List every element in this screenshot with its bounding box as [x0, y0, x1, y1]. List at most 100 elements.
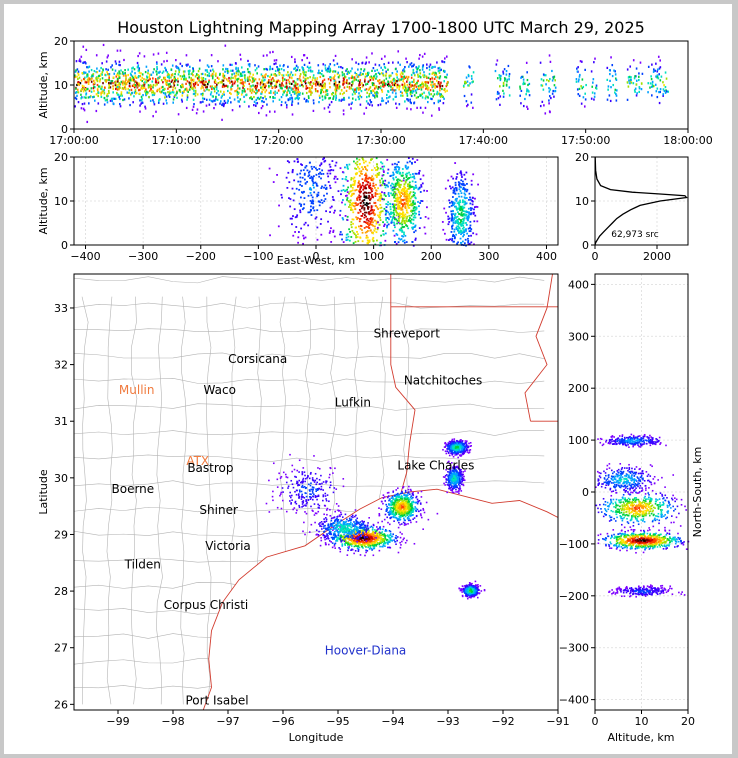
east-west-point [455, 200, 458, 202]
plan-view-point [355, 540, 357, 543]
east-west-point [379, 211, 382, 214]
time-height-point [375, 86, 377, 89]
time-height-point [445, 76, 448, 79]
time-height-point [350, 76, 353, 80]
time-height-point [409, 89, 412, 92]
time-height-point [590, 70, 593, 73]
time-height-point [615, 89, 618, 92]
time-height-point [189, 82, 192, 85]
east-west-point [402, 215, 404, 217]
time-height-point [119, 64, 121, 67]
east-west-point [397, 161, 400, 164]
east-west-point [401, 203, 403, 205]
time-height-point [149, 84, 152, 87]
east-west-point [414, 224, 417, 227]
time-height-point [77, 101, 80, 104]
time-height-point [204, 86, 207, 89]
time-height-point [241, 91, 244, 94]
east-west-point [370, 219, 373, 222]
time-height-point [114, 87, 117, 91]
time-height-point [578, 87, 581, 91]
time-height-point [217, 89, 219, 93]
plan-view-point [368, 530, 370, 532]
time-height-point [144, 105, 146, 108]
time-height-point [214, 103, 217, 106]
east-west-point [362, 204, 365, 207]
plan-view-point [365, 537, 367, 539]
time-height-point [382, 85, 385, 88]
time-height-point [134, 76, 136, 79]
time-height-point [324, 67, 327, 70]
east-west-point [339, 167, 342, 170]
east-west-point [469, 224, 472, 227]
plan-view-point [371, 536, 373, 539]
time-height-point [336, 62, 339, 65]
east-west-point [396, 163, 398, 166]
east-west-point [379, 207, 382, 210]
time-height-point [387, 84, 390, 88]
time-height-point [101, 77, 104, 80]
east-west-point [410, 214, 413, 217]
east-west-point [461, 183, 463, 186]
time-height-point [144, 70, 147, 74]
east-west-point [357, 181, 360, 184]
east-west-point [312, 202, 315, 205]
time-height-point [290, 71, 293, 74]
east-west-point [397, 204, 400, 207]
east-west-point [474, 197, 476, 200]
time-height-point [127, 87, 129, 91]
east-west-point [463, 213, 466, 216]
plan-view-point [354, 533, 357, 536]
time-height-point [649, 86, 651, 89]
time-height-point [407, 87, 410, 90]
time-height-point [200, 87, 202, 90]
time-height-point [141, 84, 144, 87]
east-west-point [408, 219, 410, 221]
east-west-point [397, 221, 400, 224]
time-height-point [522, 78, 525, 81]
time-height-point [232, 76, 234, 79]
time-height-point [96, 77, 98, 80]
plan-view-point [376, 542, 379, 544]
plan-view-point [367, 540, 370, 542]
time-height-point [116, 88, 119, 91]
plan-view-point [341, 536, 344, 539]
time-height-point [202, 77, 204, 81]
time-height-point [426, 84, 429, 88]
east-west-point [302, 169, 305, 172]
time-height-point [438, 108, 441, 111]
time-height-point [235, 62, 237, 65]
time-height-point [608, 69, 611, 72]
time-height-point [148, 73, 151, 76]
east-west-point [409, 185, 411, 188]
time-height-point [499, 77, 502, 80]
time-height-point [256, 102, 259, 105]
time-height-point [333, 63, 336, 67]
east-west-point [453, 235, 456, 237]
time-height-point [364, 75, 367, 78]
time-height-point [326, 90, 329, 93]
time-height-point [265, 98, 267, 101]
east-west-point [332, 229, 335, 232]
time-height-point [433, 102, 435, 105]
east-west-point [467, 227, 470, 230]
time-height-point [179, 75, 182, 78]
time-height-point [120, 93, 123, 96]
time-height-point [160, 63, 163, 66]
time-height-point [333, 74, 336, 77]
time-height-point [262, 76, 264, 79]
time-height-point [399, 90, 402, 93]
time-height-point [103, 96, 106, 100]
time-height-point [183, 76, 186, 79]
time-height-point [256, 89, 258, 93]
time-height-point [584, 68, 586, 71]
east-west-point [325, 210, 327, 213]
plan-view-point [353, 542, 355, 545]
time-height-point [147, 86, 150, 89]
time-height-point [141, 101, 144, 104]
time-height-point [418, 57, 420, 60]
time-height-point [215, 85, 218, 89]
time-height-point [123, 98, 126, 101]
plan-view-point [388, 529, 391, 532]
time-height-point [141, 73, 144, 76]
